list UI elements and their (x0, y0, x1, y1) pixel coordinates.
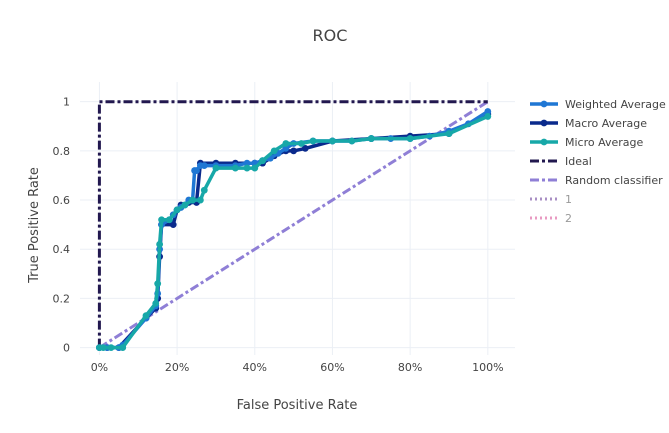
data-point[interactable] (197, 196, 204, 204)
x-tick-label: 0% (91, 361, 108, 374)
data-point[interactable] (282, 145, 290, 152)
legend-label: 2 (565, 212, 572, 225)
data-point[interactable] (169, 221, 177, 229)
y-tick-label: 0.6 (53, 194, 71, 207)
legend-label: Weighted Average (565, 98, 666, 111)
data-point[interactable] (142, 312, 150, 320)
legend-marker (540, 138, 548, 146)
x-tick-label: 40% (243, 361, 267, 374)
data-point[interactable] (270, 147, 278, 155)
legend-label: Micro Average (565, 136, 644, 149)
data-point[interactable] (329, 137, 336, 145)
data-point[interactable] (251, 164, 259, 172)
legend-label: Macro Average (565, 117, 647, 130)
series-ideal (97, 100, 488, 348)
y-tick-label: 1 (63, 96, 70, 109)
series-line (98, 100, 489, 349)
series-line (97, 100, 488, 348)
data-point[interactable] (181, 201, 189, 209)
legend-label: Random classifier (565, 174, 663, 187)
legend: Weighted Average Macro Average Micro Avera… (530, 98, 666, 225)
data-point[interactable] (309, 137, 317, 145)
data-point[interactable] (259, 157, 266, 165)
y-axis-title: True Positive Rate (27, 167, 42, 284)
data-point[interactable] (484, 108, 492, 115)
series-random-classifier (98, 100, 489, 349)
legend-item-macro-average[interactable]: Macro Average (530, 117, 647, 130)
data-point[interactable] (231, 164, 239, 172)
legend-item-random-classifier[interactable]: Random classifier (530, 174, 663, 187)
legend-item-weighted-average[interactable]: Weighted Average (530, 98, 666, 111)
data-point[interactable] (243, 164, 251, 172)
legend-label: Ideal (565, 155, 592, 168)
data-point[interactable] (200, 162, 208, 170)
data-point[interactable] (119, 344, 127, 352)
data-point[interactable] (156, 240, 164, 248)
y-tick-label: 0 (63, 342, 70, 355)
legend-label: 1 (565, 193, 572, 206)
data-point[interactable] (212, 164, 220, 172)
data-point[interactable] (165, 216, 173, 224)
data-point[interactable] (152, 299, 160, 307)
y-tick-label: 0.2 (53, 292, 71, 305)
data-point[interactable] (445, 130, 453, 138)
data-point[interactable] (158, 216, 165, 224)
x-tick-label: 20% (165, 361, 189, 374)
legend-marker (540, 119, 548, 127)
legend-item-micro-average[interactable]: Micro Average (530, 136, 644, 149)
data-point[interactable] (301, 145, 309, 152)
data-point[interactable] (154, 280, 162, 288)
data-point[interactable] (348, 137, 356, 145)
x-tick-label: 80% (398, 361, 422, 374)
y-tick-label: 0.4 (53, 243, 71, 256)
x-axis-title: False Positive Rate (237, 398, 358, 413)
legend-item-1[interactable]: 1 (530, 193, 572, 206)
data-point[interactable] (243, 159, 251, 167)
legend-item-ideal[interactable]: Ideal (530, 155, 592, 168)
data-point[interactable] (282, 140, 290, 147)
legend-item-2[interactable]: 2 (530, 212, 572, 225)
data-point[interactable] (290, 147, 298, 155)
data-point[interactable] (484, 113, 492, 120)
chart-title: ROC (313, 26, 348, 45)
data-point[interactable] (406, 135, 414, 142)
x-tick-label: 100% (472, 361, 503, 374)
data-point[interactable] (189, 196, 197, 204)
data-point[interactable] (107, 344, 115, 352)
data-point[interactable] (99, 344, 107, 352)
data-point[interactable] (193, 167, 200, 174)
tick-labels: 0% 20% 40% 60% 80% 100% 0 0.2 0.4 0.6 0.8 1 (53, 96, 504, 374)
data-point[interactable] (200, 186, 208, 194)
data-point[interactable] (297, 140, 305, 147)
grid (80, 82, 515, 355)
data-point[interactable] (173, 206, 181, 214)
data-point[interactable] (367, 135, 375, 142)
legend-marker (540, 100, 548, 108)
series-micro-average (96, 113, 492, 352)
series-layer (96, 100, 492, 352)
y-tick-label: 0.8 (53, 145, 71, 158)
x-tick-label: 60% (320, 361, 344, 374)
